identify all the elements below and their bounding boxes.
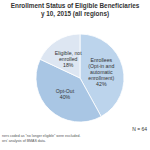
data-label: 40% — [60, 94, 71, 100]
data-label: 42% — [96, 81, 107, 87]
subtitle: y 10, 2015 (all regions) — [41, 10, 109, 18]
slice — [40, 34, 80, 78]
chart: Enrollment Status of Eligible Beneficiar… — [0, 0, 150, 150]
pie: Enrollees(Opt-in andautomaticenrollment)… — [36, 34, 124, 122]
annotation: N = 64 — [132, 126, 147, 132]
slice-label: Enrollees(Opt-in andautomaticenrollment) — [88, 57, 114, 81]
footnote: ors' analysis of BMAS data. — [2, 139, 46, 143]
data-label: 18% — [63, 62, 74, 68]
title: Enrollment Status of Eligible Beneficiar… — [11, 2, 140, 10]
footnote: ners coded as "no longer eligible" were … — [2, 134, 80, 138]
slice-label: Eligible, notenrolled — [55, 50, 82, 62]
